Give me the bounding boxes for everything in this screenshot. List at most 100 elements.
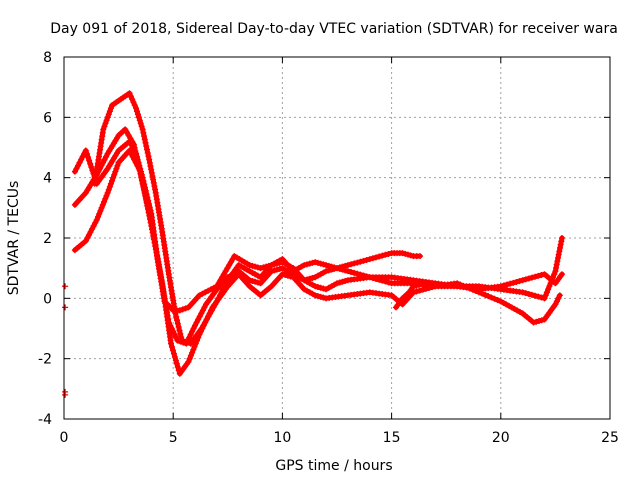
data-point-marker <box>535 293 542 300</box>
data-point-marker <box>131 102 138 109</box>
data-point-marker <box>249 277 256 284</box>
data-point-marker <box>87 160 94 167</box>
data-point-marker <box>348 261 355 268</box>
data-point-marker <box>246 277 253 284</box>
data-point-marker <box>260 264 267 271</box>
data-point-marker <box>497 283 504 290</box>
data-point-marker <box>138 172 145 179</box>
data-point-marker <box>148 169 155 176</box>
data-point-marker <box>522 290 529 297</box>
data-point-marker <box>183 340 190 347</box>
data-point-marker <box>150 179 157 186</box>
data-point-marker <box>314 284 321 291</box>
data-point-marker <box>100 126 107 133</box>
data-point-marker <box>94 213 101 220</box>
data-point-marker <box>142 139 149 146</box>
data-point-marker <box>366 256 373 263</box>
data-point-marker <box>309 274 316 281</box>
data-point-marker <box>342 267 349 274</box>
data-point-marker <box>174 364 181 371</box>
data-point-marker <box>254 264 261 271</box>
data-point-marker <box>95 168 102 175</box>
data-point-marker <box>312 259 319 266</box>
data-point-marker <box>246 262 253 269</box>
data-point-marker <box>131 144 138 151</box>
data-point-marker <box>224 265 231 272</box>
data-point-marker <box>131 156 138 163</box>
data-point-marker <box>273 266 280 273</box>
axis-ticks: 0 5 10 15 20 25 -4 -2 0 2 4 6 8 <box>38 50 619 446</box>
x-tick-label: 10 <box>273 430 291 446</box>
data-point-marker <box>553 298 560 305</box>
data-point-marker <box>150 176 157 183</box>
data-point-marker <box>317 293 324 300</box>
series-track-3 <box>71 126 565 347</box>
data-point-marker <box>479 290 486 297</box>
data-point-marker <box>71 168 78 175</box>
data-point-marker <box>426 284 433 291</box>
data-point-marker <box>385 279 392 286</box>
data-point-marker <box>146 159 153 166</box>
data-point-marker <box>510 279 517 286</box>
data-point-marker <box>185 358 192 365</box>
data-point-marker <box>317 284 324 291</box>
data-point-marker <box>182 305 189 312</box>
data-point-marker <box>513 278 520 285</box>
data-point-marker <box>102 195 109 202</box>
data-point-marker <box>268 268 275 275</box>
data-point-marker <box>144 149 151 156</box>
data-point-marker <box>399 250 406 257</box>
y-axis-label: SDTVAR / TECUs <box>6 181 22 296</box>
data-point-marker <box>284 272 291 279</box>
y-tick-label: -4 <box>38 412 52 428</box>
data-point-marker <box>134 162 141 169</box>
data-point-marker <box>268 262 275 269</box>
data-point-marker <box>135 114 142 121</box>
data-point-marker <box>314 259 321 266</box>
data-point-marker <box>141 136 148 143</box>
data-point-marker <box>147 219 154 226</box>
data-point-marker <box>132 148 139 155</box>
data-point-marker <box>101 123 108 130</box>
data-point-marker <box>363 256 370 263</box>
data-point-marker <box>136 117 143 124</box>
data-point-marker <box>529 274 535 281</box>
data-point-marker <box>556 292 563 299</box>
data-point-marker <box>287 273 294 280</box>
data-point-marker <box>382 251 389 258</box>
data-point-marker <box>133 105 140 112</box>
data-point-marker <box>413 288 420 295</box>
data-point-marker <box>357 258 364 265</box>
data-point-marker <box>85 154 92 161</box>
data-point-marker <box>138 123 145 130</box>
data-point-marker <box>193 337 200 344</box>
data-point-marker <box>410 283 417 290</box>
data-point-marker <box>143 199 150 206</box>
data-point-marker <box>62 391 69 398</box>
data-point-marker <box>140 129 147 136</box>
data-point-marker <box>472 288 479 295</box>
data-point-marker <box>466 285 473 292</box>
data-point-marker <box>339 278 346 285</box>
data-point-marker <box>198 310 205 317</box>
data-point-marker <box>186 355 193 362</box>
data-point-marker <box>83 150 90 157</box>
data-point-marker <box>179 306 186 313</box>
data-point-marker <box>482 291 489 298</box>
data-point-marker <box>535 272 542 279</box>
data-point-marker <box>418 281 425 288</box>
data-point-marker <box>351 269 358 276</box>
data-point-marker <box>187 331 194 338</box>
data-point-marker <box>145 209 152 216</box>
data-point-marker <box>558 271 565 278</box>
data-point-marker <box>84 235 91 241</box>
data-point-marker <box>545 286 552 293</box>
data-point-marker <box>415 281 422 288</box>
data-point-marker <box>127 135 134 142</box>
data-point-marker <box>454 280 461 287</box>
data-point-marker <box>558 238 565 245</box>
data-point-marker <box>402 250 409 257</box>
y-tick-label: -2 <box>38 352 52 368</box>
data-point-marker <box>344 268 351 275</box>
data-point-marker <box>193 319 200 326</box>
